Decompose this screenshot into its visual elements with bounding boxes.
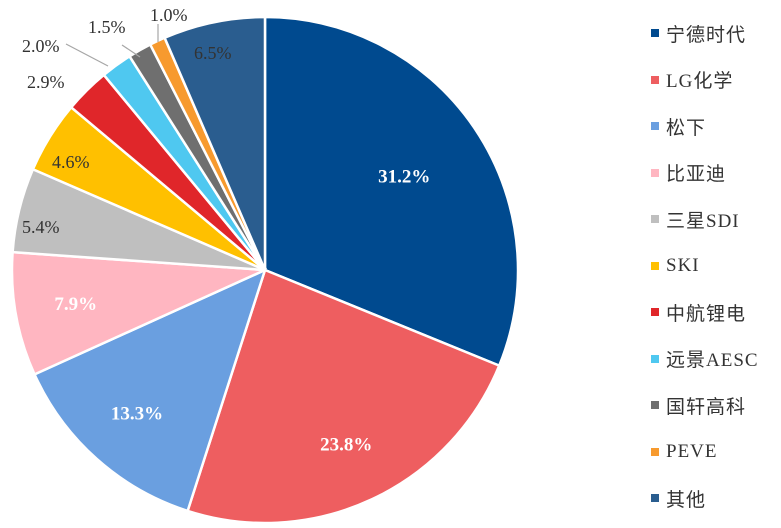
pie-slice-1	[263, 15, 520, 368]
legend-swatch	[651, 29, 659, 38]
legend-swatch	[651, 215, 659, 224]
slice-data-label-5: 5.4%	[22, 217, 60, 237]
legend-label: 宁德时代	[666, 24, 747, 46]
leader-line-9	[121, 44, 141, 58]
legend-label: SKI	[666, 254, 700, 276]
legend-item-9: 国轩高科	[651, 382, 779, 429]
pie-slice-11	[162, 15, 267, 271]
legend-item-8: 远景AESC	[651, 336, 779, 383]
slice-data-label-8: 2.0%	[22, 36, 60, 56]
legend-item-6: SKI	[651, 243, 779, 290]
pie-slice-4	[10, 250, 266, 377]
legend-item-5: 三星SDI	[651, 196, 779, 243]
legend-label: 松下	[666, 117, 707, 139]
legend-swatch	[651, 447, 659, 456]
slice-data-label-7: 2.9%	[27, 72, 65, 92]
pie-plot-area: 31.2% 23.8% 13.3% 7.9% 5.4% 4.6% 2.9% 2.0% 1.5% 1…	[10, 5, 520, 525]
slice-data-label-4: 7.9%	[54, 294, 97, 315]
legend-label: 比亚迪	[666, 164, 727, 186]
slice-data-label-3: 13.3%	[111, 404, 163, 425]
legend-label: PEVE	[666, 440, 718, 462]
legend-item-10: PEVE	[651, 429, 779, 476]
legend-item-11: 其他	[651, 475, 779, 522]
pie-slice-2	[186, 268, 501, 525]
legend-swatch	[651, 75, 659, 84]
slice-data-label-9: 1.5%	[88, 17, 126, 37]
slice-data-label-11: 6.5%	[194, 43, 232, 63]
legend-swatch	[651, 354, 659, 363]
chart-legend: 宁德时代 LG化学松下比亚迪三星SDI SKI 中航锂电远景AESC 国轩高科 PEVE 其…	[651, 10, 779, 522]
leader-line-8	[65, 43, 109, 67]
legend-item-2: LG化学	[651, 57, 779, 104]
legend-swatch	[651, 494, 659, 503]
legend-item-7: 中航锂电	[651, 289, 779, 336]
legend-label: 中航锂电	[666, 303, 747, 325]
legend-label: 国轩高科	[666, 396, 747, 418]
legend-swatch	[651, 308, 659, 317]
legend-swatch	[651, 122, 659, 131]
slice-data-label-6: 4.6%	[52, 152, 90, 172]
slice-data-label-1: 31.2%	[378, 167, 430, 188]
legend-item-3: 松下	[651, 103, 779, 150]
legend-label: 其他	[666, 489, 707, 511]
legend-label: LG化学	[666, 71, 734, 93]
slice-data-label-2: 23.8%	[320, 434, 372, 455]
legend-swatch	[651, 261, 659, 270]
pie-slice-3	[32, 267, 268, 513]
legend-item-4: 比亚迪	[651, 150, 779, 197]
slice-data-label-10: 1.0%	[150, 5, 188, 25]
legend-label: 三星SDI	[666, 210, 740, 232]
legend-swatch	[651, 168, 659, 177]
legend-item-1: 宁德时代	[651, 10, 779, 57]
legend-label: 远景AESC	[666, 350, 759, 372]
legend-swatch	[651, 401, 659, 410]
